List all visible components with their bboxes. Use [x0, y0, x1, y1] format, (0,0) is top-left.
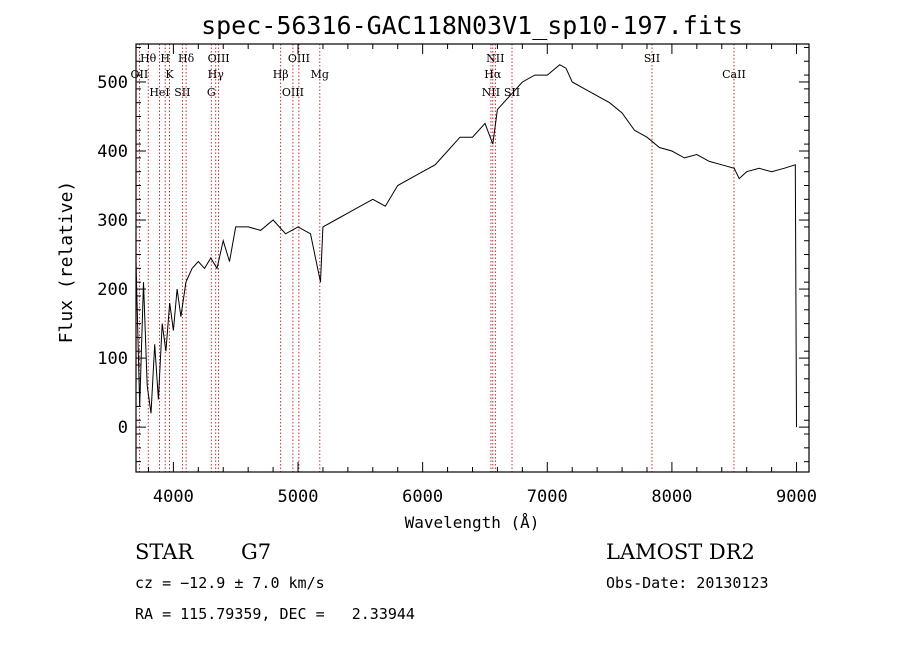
spectral-line-label: CaII	[722, 68, 746, 81]
spectral-line-label: Hθ	[140, 52, 157, 65]
x-tick-label: 7000	[527, 487, 568, 507]
x-tick-label: 4000	[153, 487, 194, 507]
spectral-line-label: G	[207, 86, 216, 99]
spectrum-line	[135, 64, 797, 428]
spectral-line-label: Hγ	[208, 68, 225, 81]
x-tick-label: 5000	[278, 487, 319, 507]
survey-name: LAMOST DR2	[606, 540, 755, 564]
y-tick-label: 500	[97, 73, 128, 93]
y-tick-label: 400	[97, 142, 128, 162]
plot-frame	[135, 43, 810, 473]
y-axis-label: Flux (relative)	[56, 181, 77, 344]
spectral-line-label: NII	[482, 86, 500, 99]
spectral-line-label: OIII	[288, 52, 310, 65]
y-tick-label: 100	[97, 349, 128, 369]
spectrum-series	[135, 64, 797, 428]
chart-title: spec-56316-GAC118N03V1_sp10-197.fits	[201, 11, 743, 40]
x-tick-label: 9000	[776, 487, 817, 507]
y-tick-label: 300	[97, 211, 128, 231]
spectral-line-label: Mg	[311, 68, 329, 81]
y-tick-label: 0	[118, 418, 128, 438]
spectral-line-label: OIII	[282, 86, 304, 99]
spectral-line-label: HeI	[149, 86, 169, 99]
x-tick-label: 8000	[651, 487, 692, 507]
spectral-line-label: Hβ	[273, 68, 289, 81]
spectral-line-label: SII	[504, 86, 520, 99]
spectral-line-label: OII	[131, 68, 149, 81]
ra-dec: RA = 115.79359, DEC = 2.33944	[135, 605, 415, 623]
object-subclass: G7	[241, 540, 272, 564]
observation-date: Obs-Date: 20130123	[606, 574, 769, 592]
axis-ticks: 4000 5000 6000 7000 8000 9000 0 100 200 300 400 500	[97, 44, 817, 507]
x-tick-label: 6000	[402, 487, 443, 507]
spectral-line-label: Hδ	[178, 52, 195, 65]
x-axis-label: Wavelength (Å)	[405, 513, 540, 532]
spectral-line-label: H	[160, 52, 170, 65]
object-class: STAR	[135, 540, 194, 564]
spectral-line-label: OIII	[208, 52, 230, 65]
spectral-line-markers: HθOIIHeIHKSIIHδHγGOIIIHβOIIIOIIIMgNIINII…	[131, 44, 746, 472]
y-tick-label: 200	[97, 280, 128, 300]
spectral-line-label: Hα	[484, 68, 502, 81]
spectral-line-label: SII	[174, 86, 190, 99]
redshift-cz: cz = −12.9 ± 7.0 km/s	[135, 574, 325, 592]
spectral-line-label: NII	[486, 52, 504, 65]
spectral-line-label: K	[165, 68, 174, 81]
spectral-line-label: SII	[644, 52, 660, 65]
